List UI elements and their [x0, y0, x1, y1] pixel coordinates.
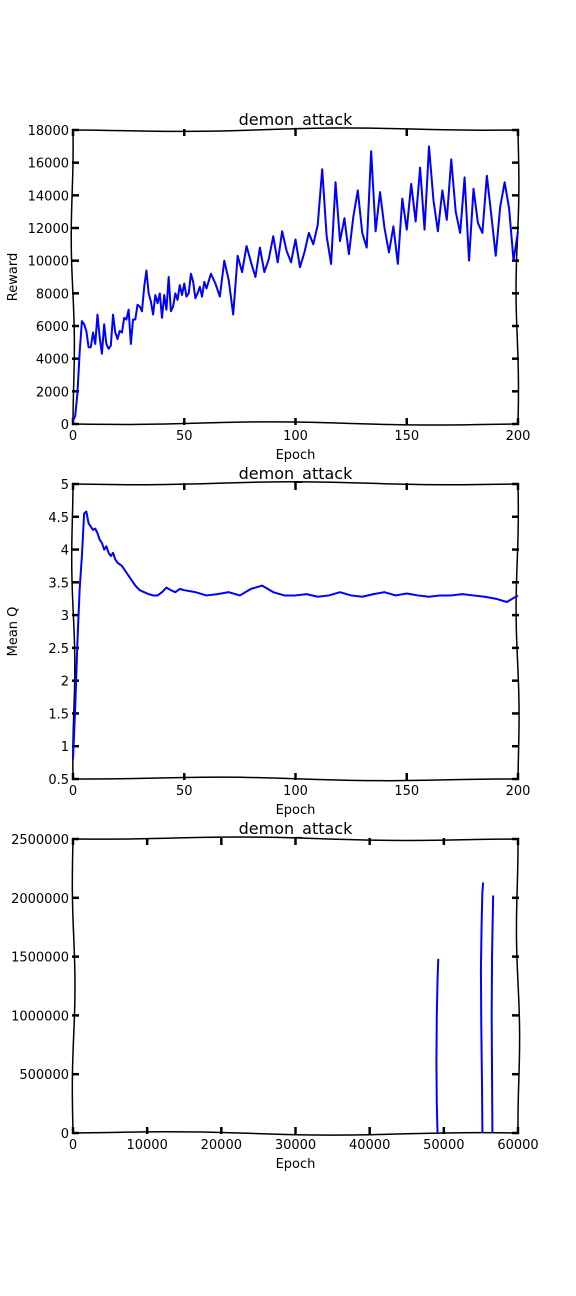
- y-tick-label: 8000: [36, 287, 69, 302]
- y-tick-label: 4.5: [48, 511, 69, 526]
- epoch-chart: 0 10000 20000 30000 40000 50000 60000 0 500000 10…: [11, 819, 539, 1172]
- y-tick-label: 12000: [28, 222, 69, 237]
- reward-chart: 0 50 100 150 2000200040006000800010000120001…: [6, 110, 530, 463]
- series-line: [435, 958, 440, 1134]
- x-tick-label: 0: [69, 1138, 77, 1153]
- x-tick-label: 10000: [126, 1138, 167, 1153]
- x-tick-label: 60000: [497, 1138, 538, 1153]
- y-tick-label: 1000000: [11, 1009, 69, 1024]
- y-tick-label: 1: [61, 740, 69, 755]
- frame-left: [71, 838, 76, 1134]
- y-tick-label: 0: [61, 418, 69, 433]
- x-tick-label: 20000: [201, 1138, 242, 1153]
- x-axis-label: Epoch: [276, 803, 316, 818]
- x-axis-label: Epoch: [276, 448, 316, 463]
- x-tick-label: 0: [69, 429, 77, 444]
- chart-title: demon_attack: [239, 819, 353, 839]
- y-tick-label: 2000: [36, 385, 69, 400]
- y-tick-label: 1500000: [11, 951, 69, 966]
- x-tick-label: 40000: [349, 1138, 390, 1153]
- x-tick-label: 200: [506, 429, 531, 444]
- y-tick-label: 2000000: [11, 892, 69, 907]
- y-tick-label: 1.5: [48, 707, 69, 722]
- chart-title: demon_attack: [239, 464, 353, 484]
- frame-left: [70, 129, 76, 425]
- x-tick-label: 100: [283, 784, 308, 799]
- x-tick-label: 50000: [423, 1138, 464, 1153]
- x-tick-label: 0: [69, 784, 77, 799]
- series-line: [479, 882, 485, 1134]
- y-tick-label: 2: [61, 675, 69, 690]
- y-tick-label: 2500000: [11, 833, 69, 848]
- series-line: [72, 145, 519, 422]
- frame-right: [515, 483, 520, 780]
- y-tick-label: 2.5: [48, 642, 69, 657]
- series-line: [72, 510, 519, 760]
- y-tick-label: 500000: [19, 1068, 69, 1083]
- frame-right: [515, 838, 521, 1134]
- y-tick-label: 18000: [28, 124, 69, 139]
- frame-top: [72, 481, 519, 486]
- x-tick-label: 30000: [275, 1138, 316, 1153]
- series-line: [490, 895, 495, 1134]
- y-tick-label: 14000: [28, 189, 69, 204]
- x-tick-label: 100: [283, 429, 308, 444]
- y-tick-label: 0.5: [48, 773, 69, 788]
- chart-title: demon_attack: [239, 110, 353, 130]
- y-tick-label: 3.5: [48, 576, 69, 591]
- y-tick-label: 4000: [36, 353, 69, 368]
- y-axis-label: Mean Q: [6, 607, 21, 657]
- y-tick-label: 0: [61, 1127, 69, 1142]
- y-axis-label: Reward: [6, 253, 21, 301]
- y-tick-label: 6000: [36, 320, 69, 335]
- y-tick-label: 16000: [28, 157, 69, 172]
- frame-right: [515, 129, 520, 425]
- x-tick-label: 150: [394, 429, 419, 444]
- x-tick-label: 200: [506, 784, 531, 799]
- x-tick-label: 150: [394, 784, 419, 799]
- x-tick-label: 50: [176, 429, 193, 444]
- frame-top: [72, 127, 519, 133]
- mean-q-chart: 0 50 100 150 200 0.5 1 1.5 2 2.5 3 3.5 4 4.5 5 demon_at…: [6, 464, 530, 818]
- x-tick-label: 50: [176, 784, 193, 799]
- x-axis-label: Epoch: [276, 1157, 316, 1172]
- y-tick-label: 10000: [28, 255, 69, 270]
- y-tick-label: 3: [61, 609, 69, 624]
- y-tick-label: 4: [61, 544, 69, 559]
- y-tick-label: 5: [61, 478, 69, 493]
